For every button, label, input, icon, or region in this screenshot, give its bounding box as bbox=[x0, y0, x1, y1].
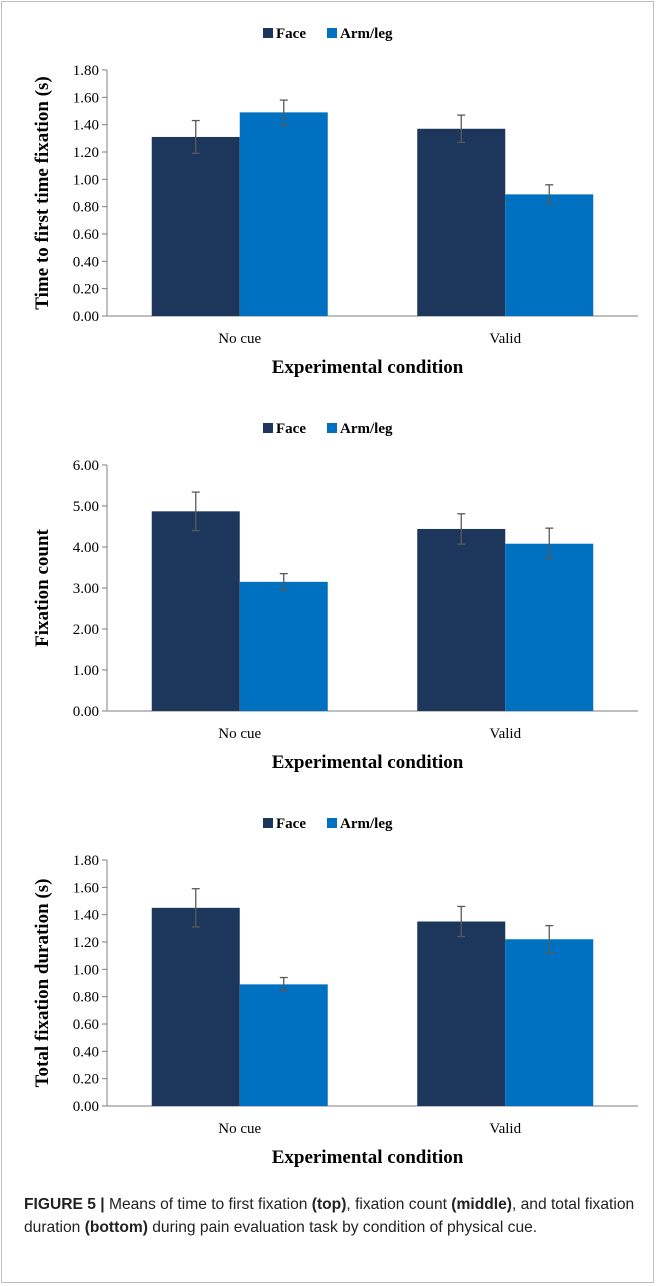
y-tick-label: 1.20 bbox=[73, 935, 99, 951]
legend: Face Arm/leg bbox=[263, 816, 393, 832]
x-axis-title: Experimental condition bbox=[272, 1147, 464, 1168]
y-tick-label: 1.00 bbox=[73, 172, 99, 188]
x-tick-label: Valid bbox=[489, 331, 521, 347]
chart-fixation-count: Face Arm/leg 0.00 1.00 2.00 3.00 4.00 5.00 6.00 N… bbox=[32, 421, 638, 773]
y-tick-label: 1.60 bbox=[73, 90, 99, 106]
legend-swatch-1 bbox=[327, 28, 337, 38]
caption-bold-bottom: (bottom) bbox=[84, 1219, 148, 1236]
legend-swatch-0 bbox=[263, 818, 273, 828]
y-tick-label: 0.80 bbox=[73, 200, 99, 216]
bar-face-1 bbox=[417, 128, 506, 316]
y-tick-label: 1.80 bbox=[73, 63, 99, 79]
y-tick-label: 0.00 bbox=[73, 1099, 99, 1115]
y-tick-label: 0.40 bbox=[73, 254, 99, 270]
y-tick-label: 0.00 bbox=[73, 309, 99, 325]
y-tick-label: 0.40 bbox=[73, 1044, 99, 1060]
caption-text-1: Means of time to first fixation bbox=[104, 1196, 312, 1213]
x-tick-label: No cue bbox=[218, 726, 261, 742]
y-tick-label: 0.80 bbox=[73, 990, 99, 1006]
chart-total-fixation-duration: Face Arm/leg 0.00 0.20 0.40 0.60 0.80 1.00 1.20 1… bbox=[32, 816, 638, 1168]
x-tick-label: Valid bbox=[489, 726, 521, 742]
y-tick-label: 1.00 bbox=[73, 962, 99, 978]
bar-armleg-1 bbox=[505, 939, 594, 1106]
x-tick-label: No cue bbox=[218, 1121, 261, 1137]
y-tick-label: 0.60 bbox=[73, 1017, 99, 1033]
bar-face-1 bbox=[417, 921, 506, 1106]
y-tick-label: 5.00 bbox=[73, 499, 99, 515]
y-axis-title: Fixation count bbox=[32, 528, 53, 646]
y-axis-title: Total fixation duration (s) bbox=[32, 879, 53, 1088]
y-tick-label: 0.20 bbox=[73, 1072, 99, 1088]
x-axis-title: Experimental condition bbox=[272, 357, 464, 378]
caption-text-3: , and total fixation duration bbox=[24, 1196, 635, 1236]
y-tick-label: 0.60 bbox=[73, 227, 99, 243]
legend-label-0: Face bbox=[276, 421, 306, 437]
y-tick-label: 3.00 bbox=[73, 581, 99, 597]
legend-label-1: Arm/leg bbox=[340, 816, 393, 832]
figure-caption: FIGURE 5 | Means of time to first fixati… bbox=[24, 1193, 636, 1239]
y-tick-label: 2.00 bbox=[73, 622, 99, 638]
x-tick-label: No cue bbox=[218, 331, 261, 347]
caption-figure-label: FIGURE 5 | bbox=[24, 1196, 105, 1213]
legend-swatch-0 bbox=[263, 28, 273, 38]
bar-face-1 bbox=[417, 528, 506, 711]
legend-label-0: Face bbox=[276, 26, 306, 42]
caption-bold-top: (top) bbox=[311, 1196, 347, 1213]
bar-face-0 bbox=[151, 907, 240, 1106]
legend-swatch-1 bbox=[327, 423, 337, 433]
y-tick-label: 1.60 bbox=[73, 880, 99, 896]
x-tick-label: Valid bbox=[489, 1121, 521, 1137]
y-tick-label: 0.00 bbox=[73, 704, 99, 720]
y-axis-title: Time to first time fixation (s) bbox=[32, 76, 53, 309]
legend-swatch-0 bbox=[263, 423, 273, 433]
legend-label-0: Face bbox=[276, 816, 306, 832]
y-tick-label: 6.00 bbox=[73, 458, 99, 474]
bar-armleg-1 bbox=[505, 194, 594, 316]
bar-armleg-0 bbox=[239, 112, 328, 316]
legend: Face Arm/leg bbox=[263, 421, 393, 437]
y-tick-label: 1.00 bbox=[73, 663, 99, 679]
y-tick-label: 1.40 bbox=[73, 908, 99, 924]
chart-time-to-first-fixation: Face Arm/leg 0.00 0.20 0.40 0.60 0.80 1.00 1.20 1… bbox=[32, 26, 638, 378]
y-tick-label: 1.20 bbox=[73, 145, 99, 161]
caption-bold-middle: (middle) bbox=[451, 1196, 512, 1213]
y-tick-label: 0.20 bbox=[73, 282, 99, 298]
y-tick-label: 1.40 bbox=[73, 118, 99, 134]
bar-face-0 bbox=[151, 511, 240, 711]
bar-armleg-0 bbox=[239, 581, 328, 711]
legend-swatch-1 bbox=[327, 818, 337, 828]
bar-armleg-1 bbox=[505, 543, 594, 711]
caption-text-4: during pain evaluation task by condition… bbox=[147, 1219, 538, 1236]
caption-text-2: , fixation count bbox=[346, 1196, 452, 1213]
bar-face-0 bbox=[151, 136, 240, 316]
bar-armleg-0 bbox=[239, 984, 328, 1106]
x-axis-title: Experimental condition bbox=[272, 752, 464, 773]
legend: Face Arm/leg bbox=[263, 26, 393, 42]
legend-label-1: Arm/leg bbox=[340, 26, 393, 42]
y-tick-label: 4.00 bbox=[73, 540, 99, 556]
legend-label-1: Arm/leg bbox=[340, 421, 393, 437]
y-tick-label: 1.80 bbox=[73, 853, 99, 869]
